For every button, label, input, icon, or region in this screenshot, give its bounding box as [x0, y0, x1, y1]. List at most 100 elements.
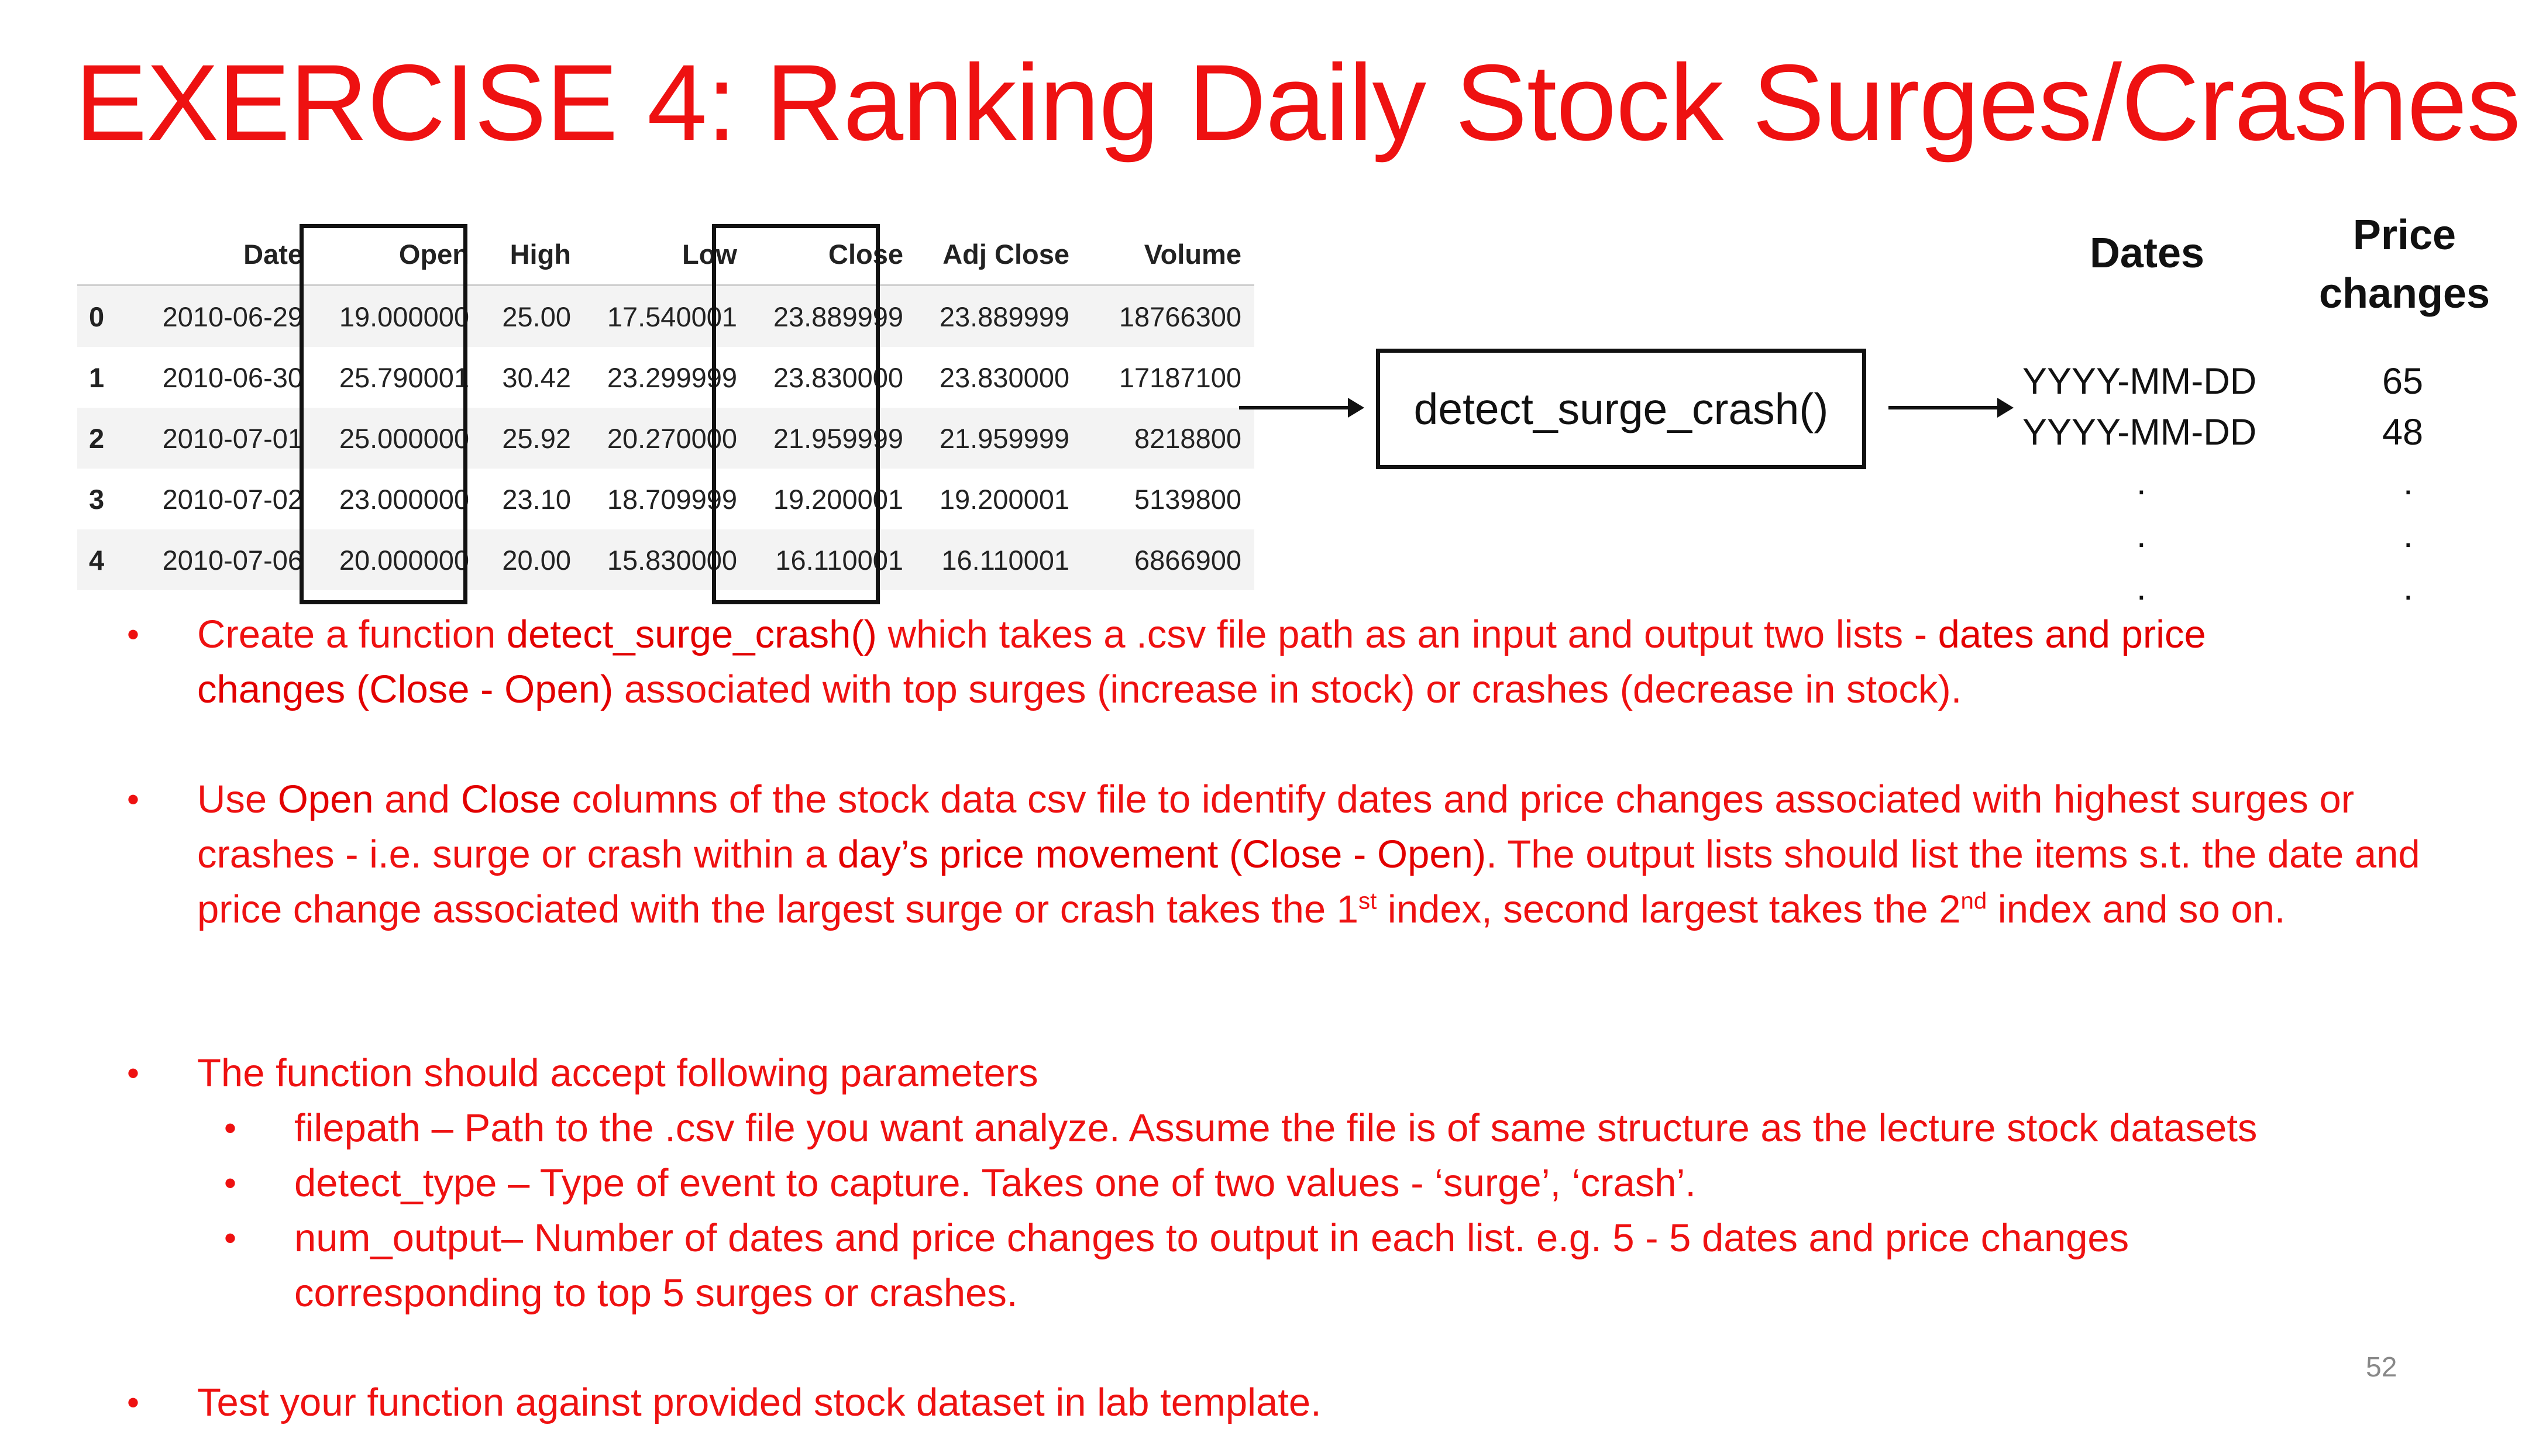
- bullet-test-function: • Test your function against provided st…: [127, 1375, 2303, 1430]
- row-index: 2: [77, 408, 144, 469]
- table-row: 0 2010-06-29 19.000000 25.00 17.540001 2…: [77, 285, 1254, 347]
- sub-bullet-filepath: • filepath – Path to the .csv file you w…: [224, 1101, 2400, 1156]
- table-row: 1 2010-06-30 25.790001 30.42 23.299999 2…: [77, 347, 1254, 408]
- bullet-text: which takes a .csv file path as an input…: [876, 612, 1938, 656]
- table-header-row: Date Open High Low Close Adj Close Volum…: [77, 223, 1254, 286]
- bullet-text: index, second largest takes the 2: [1377, 887, 1961, 931]
- cell-open: 25.000000: [316, 408, 482, 469]
- column-header-high: High: [482, 223, 584, 286]
- open-column-highlight: [300, 224, 467, 604]
- ellipsis-dot: .: [2403, 515, 2413, 555]
- bullet-emphasis: detect_surge_crash(): [506, 612, 877, 656]
- bullet-text: associated with top surges (increase in …: [613, 667, 1962, 711]
- function-box: detect_surge_crash(): [1376, 349, 1866, 469]
- column-header-volume: Volume: [1082, 223, 1254, 286]
- output-change-2: 48: [2382, 412, 2424, 453]
- column-header-date: Date: [144, 223, 316, 286]
- bullet-marker: •: [127, 1383, 140, 1422]
- bullet-text: Test your function against provided stoc…: [197, 1381, 1322, 1424]
- row-index: 1: [89, 362, 105, 393]
- ellipsis-dot: .: [2136, 568, 2146, 607]
- bullet-emphasis: Open: [277, 777, 374, 821]
- price-header-line2: changes: [2318, 270, 2490, 317]
- output-change-1: 65: [2382, 361, 2424, 402]
- bullet-marker: •: [224, 1164, 237, 1203]
- cell-high: 23.10: [502, 483, 571, 515]
- column-header-index: [77, 223, 144, 286]
- cell-close: 19.200001: [773, 483, 903, 515]
- input-arrow: [1239, 398, 1364, 418]
- bullet-marker: •: [224, 1109, 237, 1148]
- cell-high: 25.92: [482, 408, 584, 469]
- bullet-text: Create a function: [197, 612, 507, 656]
- ellipsis-dot: .: [2403, 568, 2413, 607]
- row-index: 3: [89, 483, 105, 515]
- row-index: 0: [77, 285, 144, 347]
- cell-volume: 6866900: [1082, 529, 1254, 590]
- ordinal-suffix: nd: [1960, 887, 1987, 914]
- ellipsis-dot: .: [2136, 463, 2146, 502]
- bullet-create-function: • Create a function detect_surge_crash()…: [127, 607, 2362, 717]
- bullet-emphasis: day’s price movement (Close - Open): [837, 832, 1487, 876]
- slide-title: EXERCISE 4: Ranking Daily Stock Surges/C…: [75, 43, 2521, 163]
- table-row: 2 2010-07-01 25.000000 25.92 20.270000 2…: [77, 408, 1254, 469]
- cell-adj-close: 21.959999: [916, 408, 1082, 469]
- ellipsis-dot: .: [2403, 463, 2413, 502]
- cell-date: 2010-07-01: [144, 408, 316, 469]
- bullet-open-close: • Use Open and Close columns of the stoc…: [127, 772, 2420, 937]
- bullet-text: num_output– Number of dates and price ch…: [294, 1216, 2129, 1315]
- table-row: 4 2010-07-06 20.000000 20.00 15.830000 1…: [77, 529, 1254, 590]
- cell-close: 21.959999: [750, 408, 916, 469]
- bullet-text: filepath – Path to the .csv file you wan…: [294, 1106, 2258, 1150]
- cell-date: 2010-06-30: [162, 362, 303, 393]
- cell-date: 2010-07-06: [144, 529, 316, 590]
- cell-date: 2010-06-29: [144, 285, 316, 347]
- bullet-marker: •: [127, 615, 140, 654]
- cell-open: 23.000000: [339, 483, 469, 515]
- bullet-marker: •: [127, 780, 140, 819]
- sub-bullet-num-output: • num_output– Number of dates and price …: [224, 1211, 2342, 1321]
- column-header-adj-close: Adj Close: [916, 223, 1082, 286]
- bullet-text: columns of the stock data csv file to id…: [197, 777, 2355, 876]
- cell-volume: 8218800: [1082, 408, 1254, 469]
- row-index: 4: [77, 529, 144, 590]
- dates-header: Dates: [2089, 230, 2205, 277]
- output-date-2: YYYY-MM-DD: [2022, 412, 2257, 453]
- cell-adj-close: 19.200001: [939, 483, 1069, 515]
- bullet-text: . The output lists should list the items…: [197, 832, 2420, 931]
- price-header-line1: Price: [2352, 212, 2456, 259]
- bullet-marker: •: [224, 1219, 237, 1258]
- cell-volume: 17187100: [1119, 362, 1241, 393]
- bullet-text: and: [373, 777, 461, 821]
- column-header-open: Open: [316, 223, 482, 286]
- cell-adj-close: 23.830000: [939, 362, 1069, 393]
- table-row: 3 2010-07-02 23.000000 23.10 18.709999 1…: [77, 469, 1254, 529]
- cell-volume: 5139800: [1134, 483, 1241, 515]
- column-header-low: Low: [584, 223, 750, 286]
- close-column-highlight: [712, 224, 880, 604]
- cell-high: 30.42: [502, 362, 571, 393]
- ellipsis-dot: .: [2136, 515, 2146, 555]
- bullet-emphasis: Close: [460, 777, 561, 821]
- bullet-text: The function should accept following par…: [197, 1051, 1038, 1095]
- cell-close: 23.830000: [773, 362, 903, 393]
- bullet-marker: •: [127, 1054, 140, 1093]
- stock-dataframe: Date Open High Low Close Adj Close Volum…: [77, 223, 1254, 590]
- cell-adj-close: 23.889999: [916, 285, 1082, 347]
- cell-high: 25.00: [482, 285, 584, 347]
- function-label: detect_surge_crash(): [1413, 384, 1829, 433]
- cell-date: 2010-07-02: [162, 483, 303, 515]
- ordinal-suffix: st: [1358, 887, 1377, 914]
- cell-close: 23.889999: [750, 285, 916, 347]
- bullet-emphasis: dates and price changes (Close - Open): [197, 612, 2206, 711]
- cell-adj-close: 16.110001: [916, 529, 1082, 590]
- price-changes-header: Price changes: [2305, 206, 2504, 323]
- bullet-text: Use: [197, 777, 278, 821]
- output-arrow: [1888, 398, 2014, 418]
- bullet-text: detect_type – Type of event to capture. …: [294, 1161, 1697, 1205]
- cell-open: 25.790001: [339, 362, 469, 393]
- cell-volume: 18766300: [1082, 285, 1254, 347]
- output-date-1: YYYY-MM-DD: [2022, 361, 2257, 402]
- cell-close: 16.110001: [750, 529, 916, 590]
- bullet-text: index and so on.: [1987, 887, 2286, 931]
